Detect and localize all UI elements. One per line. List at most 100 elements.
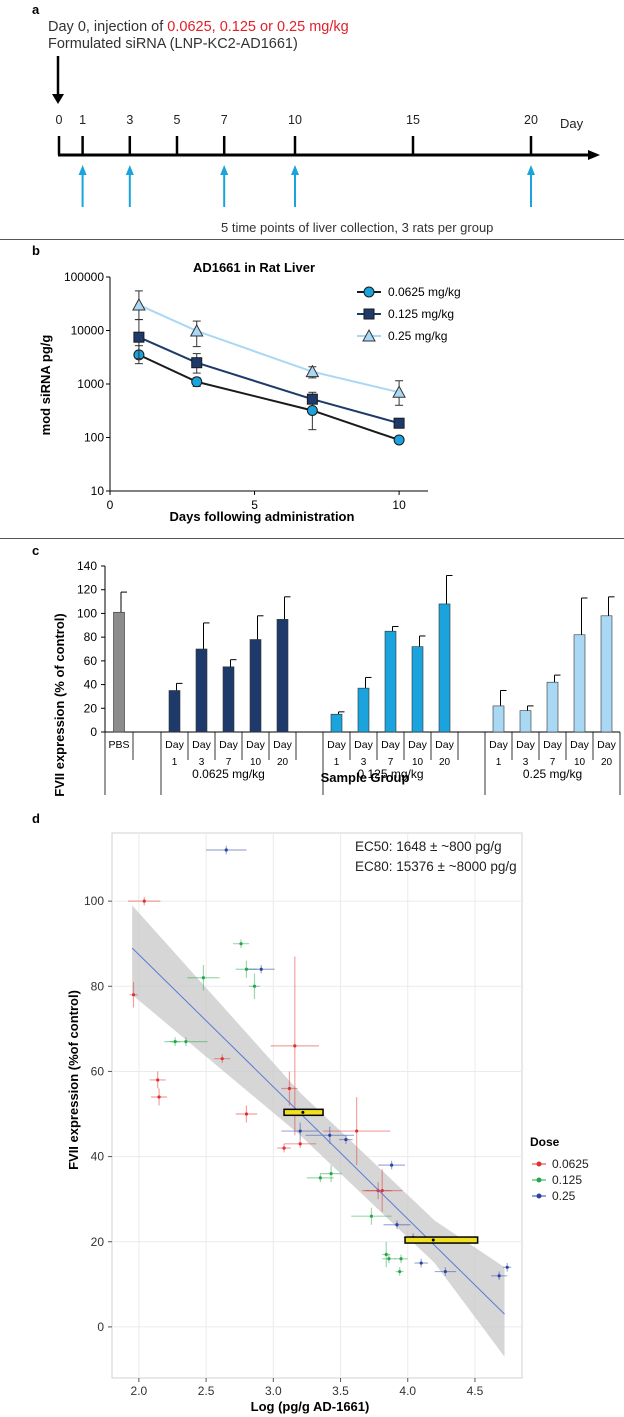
bar (357, 687, 370, 733)
y-tick-label: 100 (84, 894, 104, 908)
series-line (138, 336, 400, 425)
data-point (133, 331, 145, 343)
timeline-tick-label: 10 (288, 113, 302, 127)
bar (330, 713, 343, 733)
injection-arrow-head (52, 94, 64, 104)
day-label: Day (570, 739, 589, 751)
scatter-point (131, 993, 136, 997)
scatter-point (399, 1257, 403, 1261)
bar (249, 639, 262, 733)
day-label: Day (354, 739, 373, 751)
panel-b-title: AD1661 in Rat Liver (193, 260, 315, 275)
day-number: 3 (523, 757, 529, 768)
data-point (132, 297, 146, 311)
timeline-tick-label: 0 (56, 113, 63, 127)
panel-b-ylabel: mod siRNA pg/g (38, 335, 53, 436)
bar (168, 690, 181, 733)
series-0 (133, 345, 405, 446)
day-label: Day (381, 739, 400, 751)
group-label: 0.125 mg/kg (357, 767, 423, 781)
y-tick-label: 0 (90, 725, 97, 739)
y-tick-label: 120 (77, 583, 97, 597)
bar (113, 611, 125, 733)
panel-a-title-doses: 0.0625, 0.125 or 0.25 mg/kg (167, 19, 348, 35)
day-number: 10 (574, 757, 586, 768)
panel-c: c FVII expression (% of control) Sample … (32, 543, 621, 797)
series-2 (132, 290, 406, 406)
bar (546, 681, 559, 733)
scatter-point (390, 1163, 394, 1167)
collection-arrow-head (527, 165, 535, 175)
scatter-point (395, 1223, 399, 1227)
legend-label: 0.0625 mg/kg (388, 285, 461, 299)
bar (276, 619, 289, 733)
scatter-point (369, 1214, 374, 1218)
scatter-point (287, 1086, 292, 1091)
scatter-point (252, 984, 257, 988)
day-label: Day (489, 739, 508, 751)
panel-a-title-prefix: Day 0, injection of (48, 19, 167, 35)
day-label: Day (246, 739, 265, 751)
x-tick-label: 3.5 (332, 1384, 349, 1398)
y-tick-label: 80 (84, 630, 98, 644)
scatter-series-1 (164, 939, 408, 1276)
scatter-point (505, 1265, 509, 1269)
day-label: Day (516, 739, 535, 751)
panel-d-xlabel: Log (pg/g AD-1661) (251, 1399, 370, 1414)
scatter-point (173, 1040, 177, 1044)
day-label: Day (219, 739, 238, 751)
data-point (305, 364, 320, 378)
scatter-point (380, 1189, 384, 1193)
legend-dot (536, 1177, 542, 1183)
scatter-point (387, 1257, 391, 1261)
series-1 (133, 319, 405, 429)
panel-a-caption: 5 time points of liver collection, 3 rat… (221, 220, 493, 235)
timeline-tick-label: 20 (524, 113, 538, 127)
day-number: 1 (496, 757, 502, 768)
bar (195, 648, 208, 733)
ec-marker-center (431, 1238, 435, 1242)
scatter-point (376, 1189, 380, 1193)
day-number: 3 (199, 757, 205, 768)
scatter-point (156, 1078, 160, 1082)
y-tick-label: 0 (97, 1320, 104, 1334)
panel-a-axis-label: Day (560, 116, 584, 131)
x-tick-label: 4.0 (399, 1384, 416, 1398)
x-tick-label: 4.5 (467, 1384, 484, 1398)
y-tick-label: 20 (91, 1235, 105, 1249)
day-label: Day (273, 739, 292, 751)
bar (438, 603, 451, 733)
scatter-point (298, 1142, 302, 1146)
panel-b-letter: b (32, 243, 40, 258)
y-tick-label: 40 (84, 678, 98, 692)
scatter-point (344, 1137, 348, 1142)
panel-d: d FVII expression (%of control) Log (pg/… (32, 811, 589, 1414)
x-tick-label: 5 (251, 498, 258, 512)
y-tick-label: 10 (91, 484, 105, 498)
scatter-point (329, 1172, 333, 1176)
day-label: Day (543, 739, 562, 751)
collection-arrow-head (291, 165, 299, 175)
ec-marker-1 (404, 1236, 479, 1244)
legend-label: 0.125 mg/kg (388, 307, 454, 321)
pbs-label: PBS (108, 739, 129, 751)
panel-a-letter: a (32, 2, 40, 17)
scatter-point (298, 1129, 302, 1133)
bar (492, 705, 505, 733)
scatter-point (328, 1133, 332, 1137)
y-tick-label: 1000 (77, 377, 104, 391)
scatter-point (293, 1044, 297, 1048)
bar (222, 666, 235, 733)
panel-a: a Day 0, injection of 0.0625, 0.125 or 0… (32, 2, 600, 235)
y-tick-label: 10000 (71, 324, 105, 338)
day-label: Day (165, 739, 184, 751)
panel-b: b AD1661 in Rat Liver Days following adm… (32, 243, 461, 524)
y-tick-label: 100000 (64, 270, 104, 284)
legend-marker (363, 286, 375, 298)
y-tick-label: 80 (91, 979, 105, 993)
day-number: 7 (226, 757, 232, 768)
panel-d-ylabel: FVII expression (%of control) (66, 990, 81, 1170)
day-number: 1 (172, 757, 178, 768)
scatter-point (224, 848, 228, 852)
